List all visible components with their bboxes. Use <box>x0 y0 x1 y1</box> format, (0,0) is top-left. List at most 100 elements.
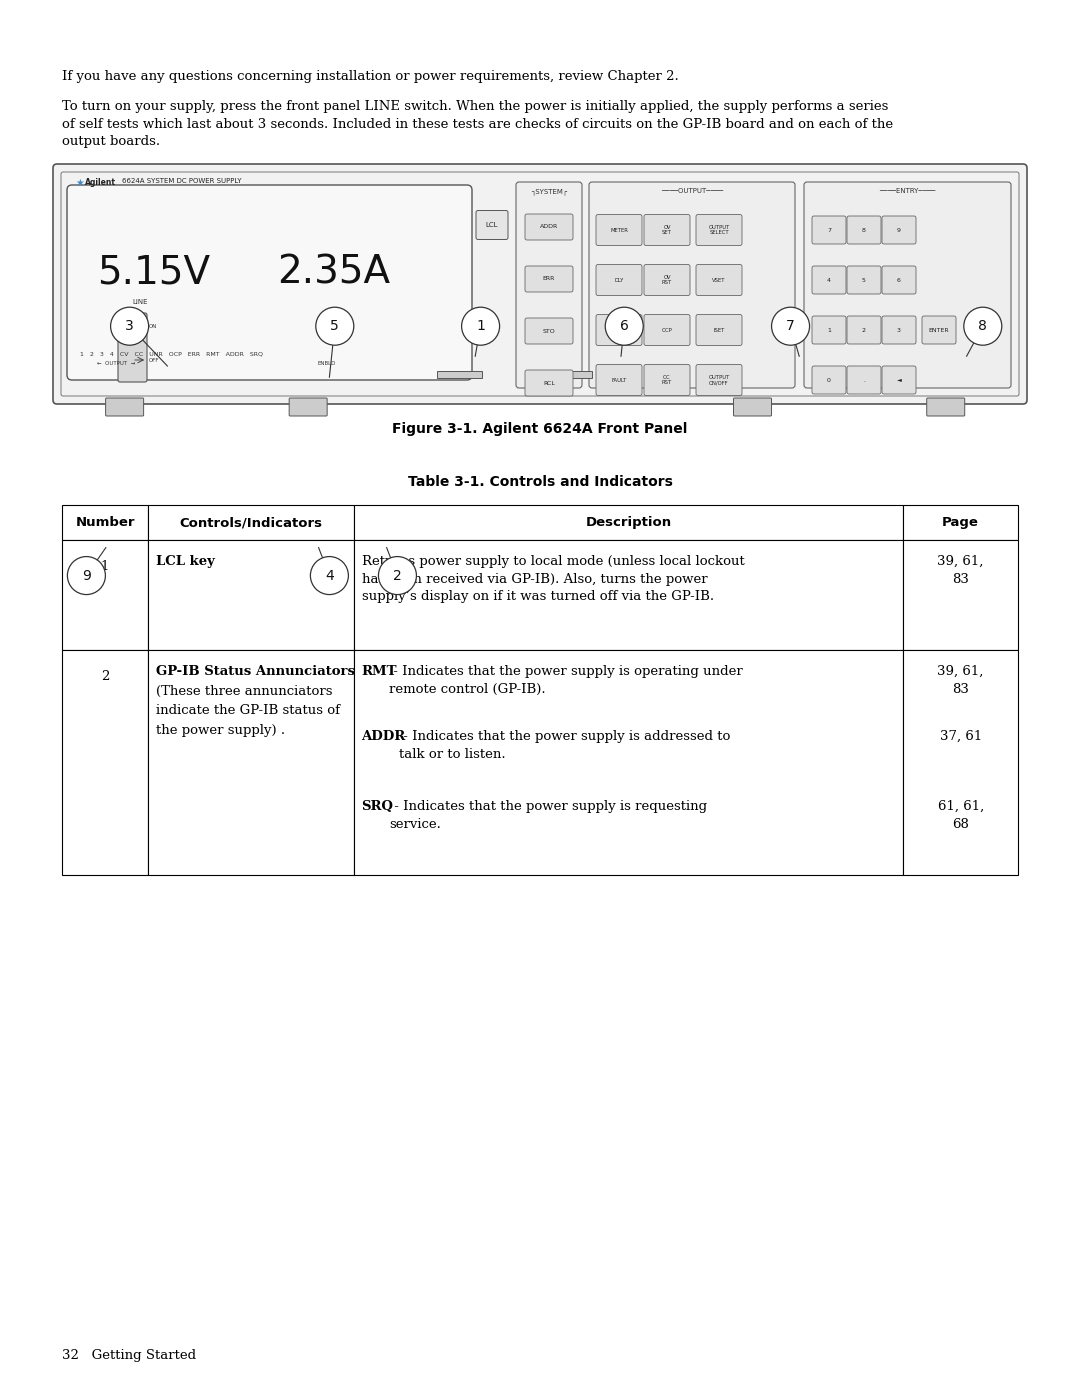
FancyBboxPatch shape <box>525 214 573 240</box>
Text: OV
RST: OV RST <box>662 275 672 285</box>
FancyBboxPatch shape <box>516 182 582 388</box>
Text: 4: 4 <box>325 569 334 583</box>
Text: 5.15V: 5.15V <box>97 253 211 292</box>
FancyBboxPatch shape <box>596 264 642 296</box>
FancyBboxPatch shape <box>525 265 573 292</box>
Text: ★: ★ <box>75 177 84 189</box>
Bar <box>437 372 482 379</box>
Text: OC
RST: OC RST <box>662 374 672 386</box>
Text: RMT: RMT <box>362 665 397 678</box>
Circle shape <box>378 556 417 595</box>
Text: Table 3-1. Controls and Indicators: Table 3-1. Controls and Indicators <box>407 475 673 489</box>
Text: Figure 3-1. Agilent 6624A Front Panel: Figure 3-1. Agilent 6624A Front Panel <box>392 422 688 436</box>
Text: If you have any questions concerning installation or power requirements, review : If you have any questions concerning ins… <box>62 70 678 82</box>
Text: ERR: ERR <box>543 277 555 282</box>
Text: ENTER: ENTER <box>929 327 949 332</box>
FancyBboxPatch shape <box>289 398 327 416</box>
Text: 6624A SYSTEM DC POWER SUPPLY: 6624A SYSTEM DC POWER SUPPLY <box>122 177 242 184</box>
Text: Description: Description <box>585 515 672 529</box>
Text: 9: 9 <box>82 569 91 583</box>
Text: - Indicates that the power supply is addressed to
talk or to listen.: - Indicates that the power supply is add… <box>399 731 730 760</box>
FancyBboxPatch shape <box>847 366 881 394</box>
Text: FAULT: FAULT <box>611 377 626 383</box>
FancyBboxPatch shape <box>596 365 642 395</box>
FancyBboxPatch shape <box>118 313 147 381</box>
FancyBboxPatch shape <box>644 314 690 345</box>
FancyBboxPatch shape <box>596 215 642 246</box>
FancyBboxPatch shape <box>525 319 573 344</box>
Text: 39, 61,
83: 39, 61, 83 <box>937 665 984 696</box>
Text: the power supply) .: the power supply) . <box>156 724 285 736</box>
Text: 32   Getting Started: 32 Getting Started <box>62 1350 197 1362</box>
Text: 2: 2 <box>100 671 109 683</box>
Text: 6: 6 <box>897 278 901 282</box>
Circle shape <box>963 307 1002 345</box>
Text: UN
MASK: UN MASK <box>611 324 626 335</box>
Text: .: . <box>863 377 865 383</box>
FancyBboxPatch shape <box>927 398 964 416</box>
FancyBboxPatch shape <box>644 215 690 246</box>
Text: 1   2   3   4   CV   CC   UNR   OCP   ERR   RMT   ADDR   SRQ: 1 2 3 4 CV CC UNR OCP ERR RMT ADDR SRQ <box>80 351 264 356</box>
Circle shape <box>67 556 106 595</box>
Text: Controls/Indicators: Controls/Indicators <box>179 515 322 529</box>
Text: RCL: RCL <box>543 380 555 386</box>
Text: ←  OUTPUT  →: ← OUTPUT → <box>97 360 135 366</box>
FancyBboxPatch shape <box>696 264 742 296</box>
Bar <box>148 504 353 541</box>
Text: 2: 2 <box>393 569 402 583</box>
Text: LCL key: LCL key <box>156 555 215 569</box>
FancyBboxPatch shape <box>476 211 508 239</box>
Text: ◄: ◄ <box>896 377 902 383</box>
Bar <box>546 372 592 379</box>
Text: OFF: OFF <box>149 358 160 362</box>
FancyBboxPatch shape <box>847 265 881 293</box>
FancyBboxPatch shape <box>922 316 956 344</box>
FancyBboxPatch shape <box>882 316 916 344</box>
Text: Page: Page <box>942 515 980 529</box>
Text: OCP: OCP <box>662 327 673 332</box>
FancyBboxPatch shape <box>644 264 690 296</box>
Text: 39, 61,
83: 39, 61, 83 <box>937 555 984 585</box>
Text: 7: 7 <box>827 228 831 232</box>
Text: - Indicates that the power supply is operating under
remote control (GP-IB).: - Indicates that the power supply is ope… <box>389 665 742 696</box>
FancyBboxPatch shape <box>596 314 642 345</box>
FancyBboxPatch shape <box>882 366 916 394</box>
Text: LCL: LCL <box>486 222 498 228</box>
FancyBboxPatch shape <box>812 265 846 293</box>
Text: ON: ON <box>149 324 158 330</box>
Text: 4: 4 <box>827 278 831 282</box>
Text: METER: METER <box>610 228 627 232</box>
Text: Number: Number <box>76 515 135 529</box>
Text: ISET: ISET <box>713 327 725 332</box>
FancyBboxPatch shape <box>804 182 1011 388</box>
Text: - Indicates that the power supply is requesting
service.: - Indicates that the power supply is req… <box>390 800 706 830</box>
FancyBboxPatch shape <box>644 365 690 395</box>
FancyBboxPatch shape <box>60 172 1020 395</box>
Text: 7: 7 <box>786 319 795 334</box>
Text: ────OUTPUT────: ────OUTPUT──── <box>661 189 724 194</box>
Circle shape <box>310 556 349 595</box>
FancyBboxPatch shape <box>847 217 881 244</box>
Text: 5: 5 <box>330 319 339 334</box>
Bar <box>148 541 353 650</box>
Text: 3: 3 <box>125 319 134 334</box>
FancyBboxPatch shape <box>882 265 916 293</box>
Text: 0: 0 <box>827 377 831 383</box>
Bar <box>148 650 353 875</box>
Text: ────ENTRY────: ────ENTRY──── <box>879 189 935 194</box>
Text: 3: 3 <box>897 327 901 332</box>
Text: 1: 1 <box>827 327 831 332</box>
Circle shape <box>315 307 354 345</box>
Circle shape <box>461 307 500 345</box>
Text: of self tests which last about 3 seconds. Included in these tests are checks of : of self tests which last about 3 seconds… <box>62 117 893 130</box>
FancyBboxPatch shape <box>696 365 742 395</box>
Bar <box>62 650 148 875</box>
FancyBboxPatch shape <box>847 316 881 344</box>
Text: 8: 8 <box>978 319 987 334</box>
Bar <box>903 541 1018 650</box>
Bar <box>903 504 1018 541</box>
Circle shape <box>771 307 810 345</box>
Text: STO: STO <box>542 328 555 334</box>
Text: To turn on your supply, press the front panel LINE switch. When the power is ini: To turn on your supply, press the front … <box>62 101 889 113</box>
Text: LINE: LINE <box>132 299 148 305</box>
